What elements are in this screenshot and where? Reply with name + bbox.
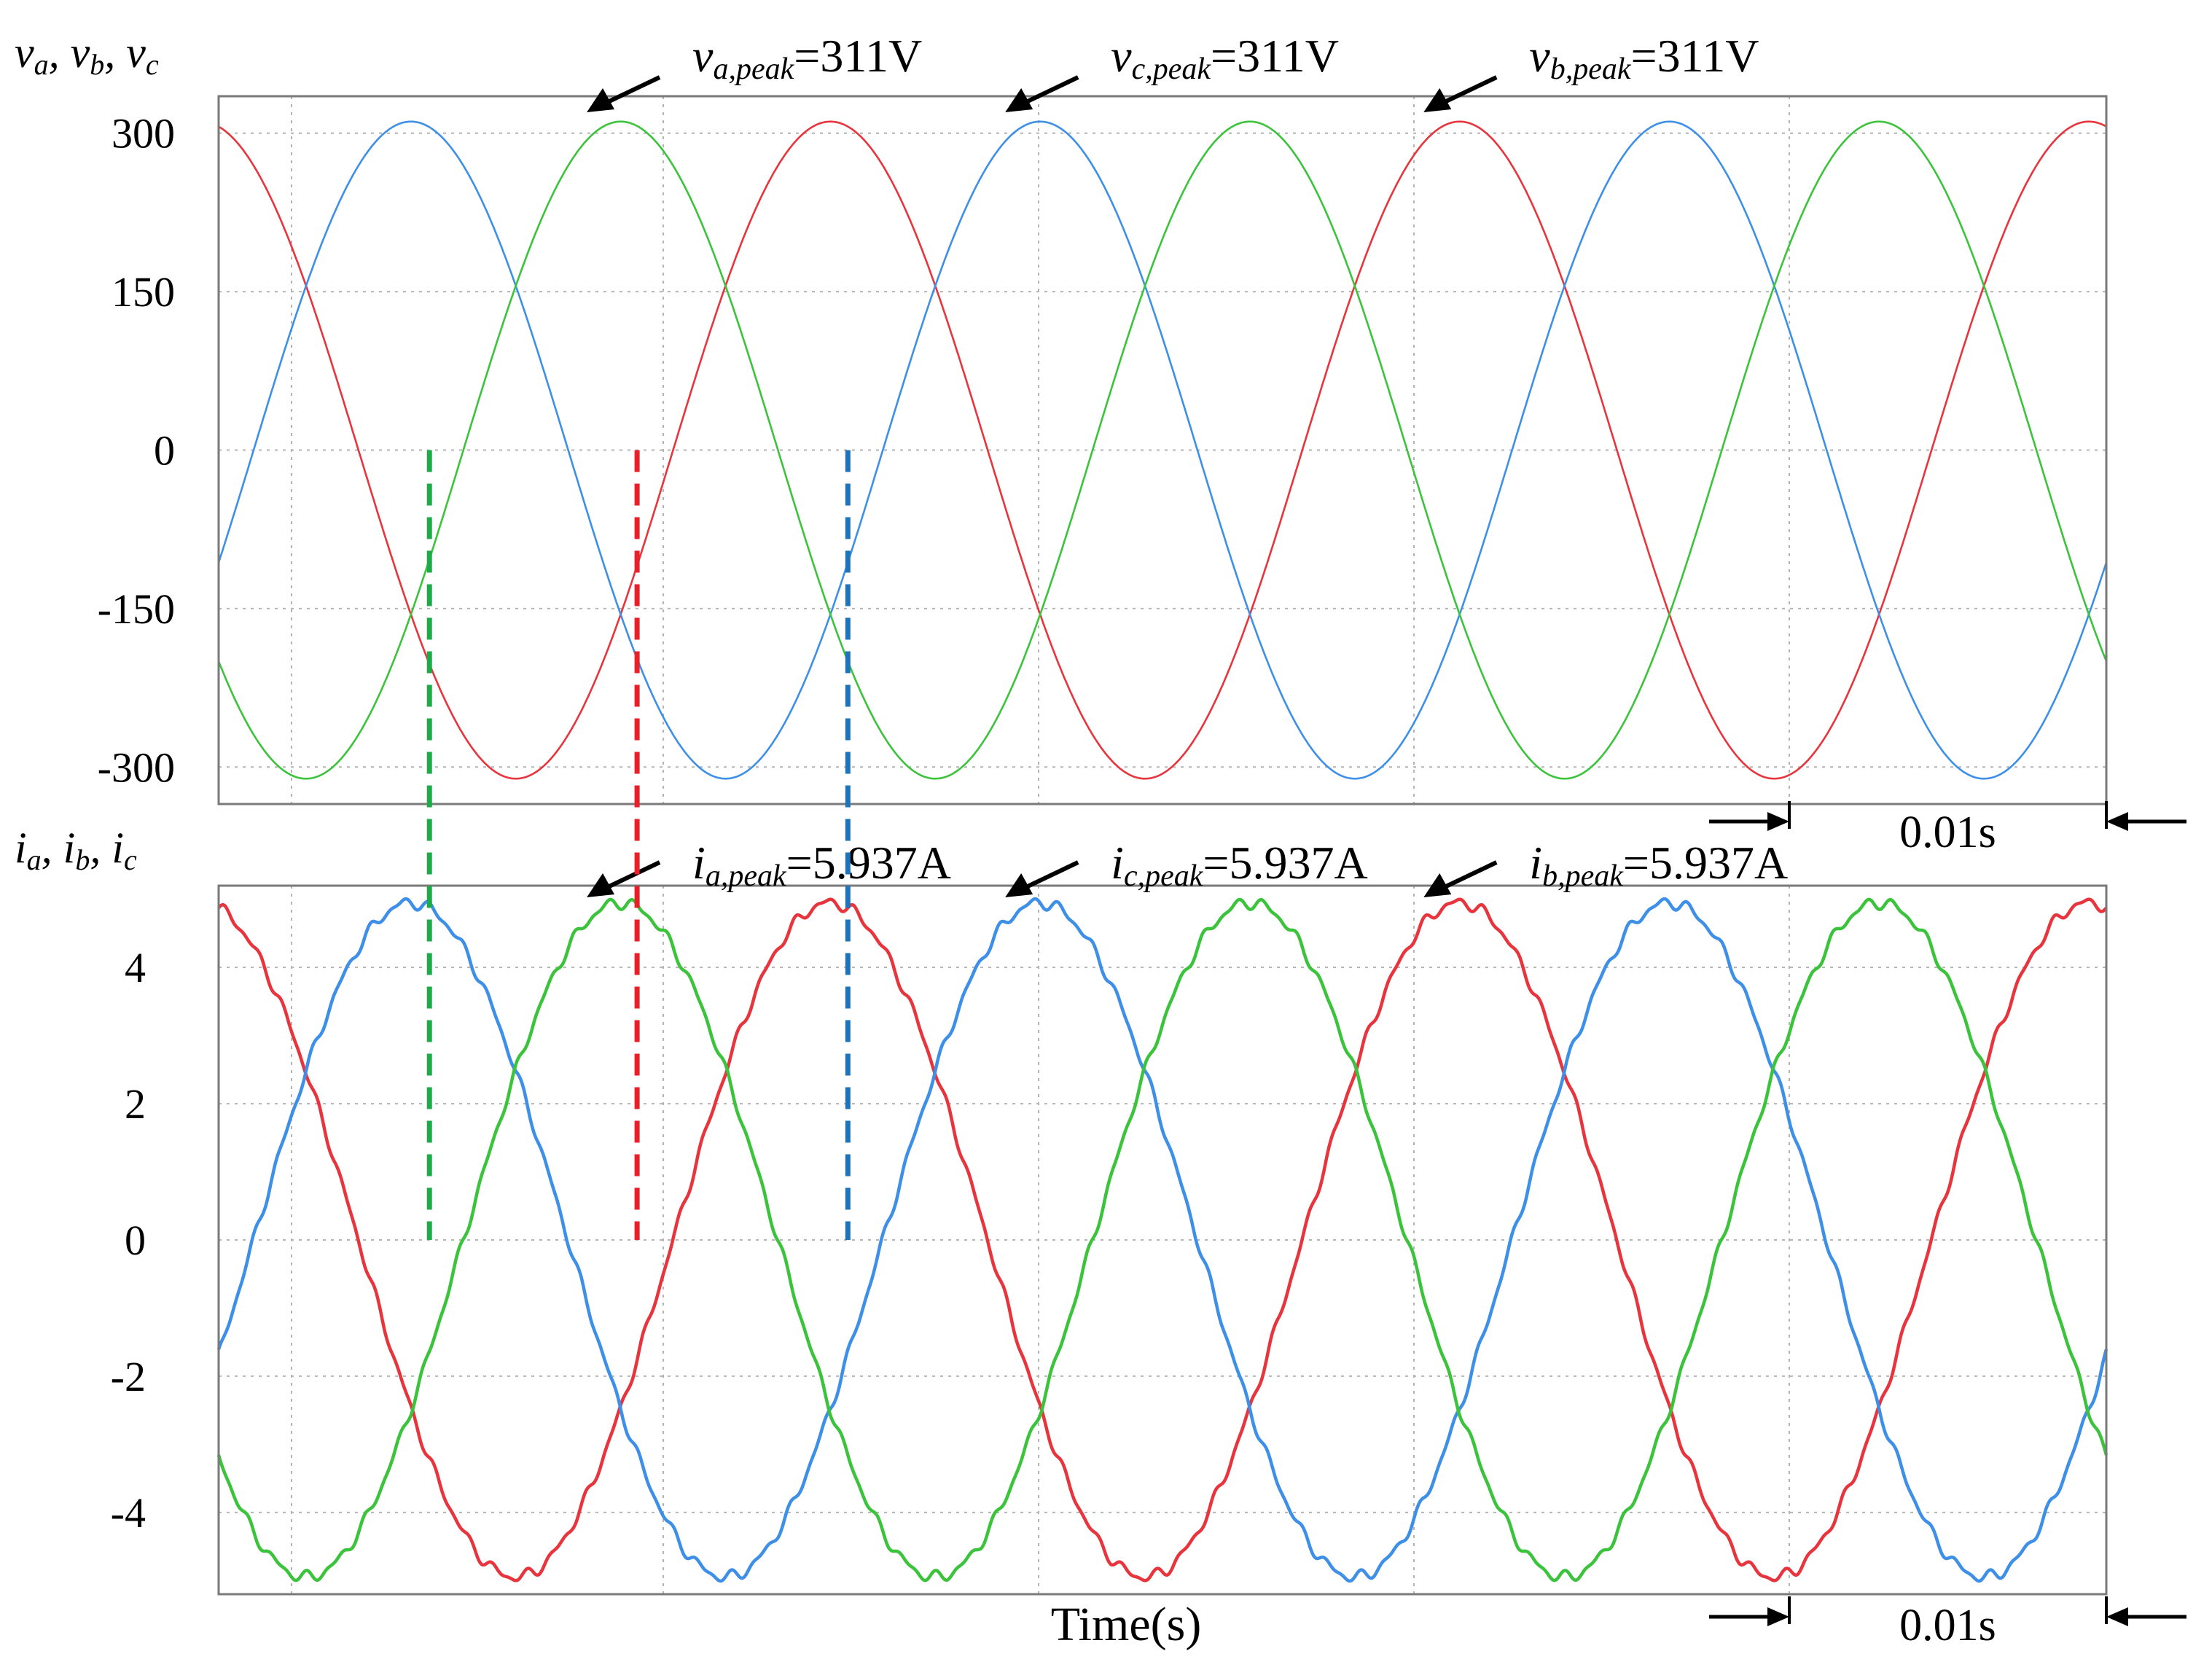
y-axis-label-subscript: a [27,843,42,876]
y-tick-label: 0 [125,1217,146,1264]
peak-annotation-symbol: v [1111,30,1132,82]
y-axis-label: ia, ib, ic [15,824,137,876]
y-tick-label: 150 [112,268,175,316]
y-axis-label-subscript: a [34,48,49,81]
scale-arrowhead-left [1767,812,1789,831]
y-tick-label: -300 [98,744,175,791]
annotation-arrowhead [587,88,615,112]
peak-annotation-symbol: i [1111,837,1124,889]
x-axis-label: Time(s) [1051,1598,1202,1651]
series-line-b [217,120,2108,780]
scale-arrowhead-right [2106,812,2128,831]
plot-frame [217,95,2108,805]
y-tick-label: -2 [111,1353,146,1400]
series-line-c [217,120,2108,780]
annotation-arrowhead [587,873,615,897]
peak-annotation-symbol: i [692,837,706,889]
y-axis-label-symbol: v [126,28,146,77]
y-axis-label-separator: , [104,28,126,77]
peak-annotation: ib,peak=5.937A [1529,837,1788,893]
peak-annotation: vb,peak=311V [1529,30,1759,86]
peak-annotation-subscript: c,peak [1132,52,1212,86]
peak-annotation-symbol: v [692,30,714,82]
y-axis-label-subscript: c [124,843,137,876]
y-axis-label-subscript: b [75,843,90,876]
y-axis-label-symbol: i [63,824,76,872]
y-tick-label: -4 [111,1489,146,1537]
y-axis-label-subscript: c [146,48,159,81]
annotation-arrowhead [1423,873,1452,897]
y-axis-label-symbol: i [15,824,27,872]
y-tick-label: -150 [98,585,175,633]
peak-annotation-subscript: c,peak [1124,859,1204,893]
peak-annotation-value: =311V [1211,30,1339,82]
series-line-b [216,897,2109,1583]
y-axis-label-separator: , [49,28,71,77]
y-tick-label: 2 [125,1080,146,1128]
peak-annotation: vc,peak=311V [1111,30,1339,86]
annotation-arrowhead [1005,88,1033,112]
series-line-c [216,897,2109,1583]
peak-annotation-symbol: v [1529,30,1550,82]
peak-annotation-value: =311V [1630,30,1759,82]
peak-annotation-value: =5.937A [786,837,951,889]
y-axis-label-subscript: b [90,48,104,81]
peak-annotation: ia,peak=5.937A [692,837,951,893]
y-tick-label: 300 [112,110,175,157]
plot-frame [217,884,2108,1596]
time-scale-label: 0.01s [1899,1601,1996,1650]
scale-arrowhead-right [2106,1607,2128,1626]
peak-annotation-subscript: a,peak [706,859,787,893]
y-axis-label-symbol: v [71,28,90,77]
time-scale-label: 0.01s [1899,808,1996,857]
annotation-arrowhead [1423,88,1452,112]
series-line-a [217,897,2108,1583]
peak-annotation-subscript: b,peak [1542,859,1624,893]
y-axis-label: va, vb, vc [15,28,159,81]
peak-annotation-symbol: i [1529,837,1542,889]
peak-annotation: va,peak=311V [692,30,922,86]
annotation-arrowhead [1005,873,1033,897]
peak-annotation-value: =5.937A [1203,837,1367,889]
peak-annotation-subscript: b,peak [1550,52,1632,86]
zero-crossing-markers [426,450,851,1240]
y-axis-label-symbol: i [112,824,124,872]
scale-arrowhead-left [1767,1607,1789,1626]
peak-annotation-value: =311V [794,30,922,82]
current-panel: 420-2-4ia, ib, ic ia,peak=5.937A ic,peak=5… [15,824,2186,1650]
peak-annotation-subscript: a,peak [713,52,794,86]
y-axis-label-separator: , [42,824,63,872]
y-tick-label: 4 [125,944,146,991]
y-tick-label: 0 [154,427,175,475]
peak-annotation-value: =5.937A [1623,837,1788,889]
y-axis-label-separator: , [90,824,112,872]
series-line-a [218,120,2107,780]
peak-annotation: ic,peak=5.937A [1111,837,1368,893]
y-axis-label-symbol: v [15,28,34,77]
